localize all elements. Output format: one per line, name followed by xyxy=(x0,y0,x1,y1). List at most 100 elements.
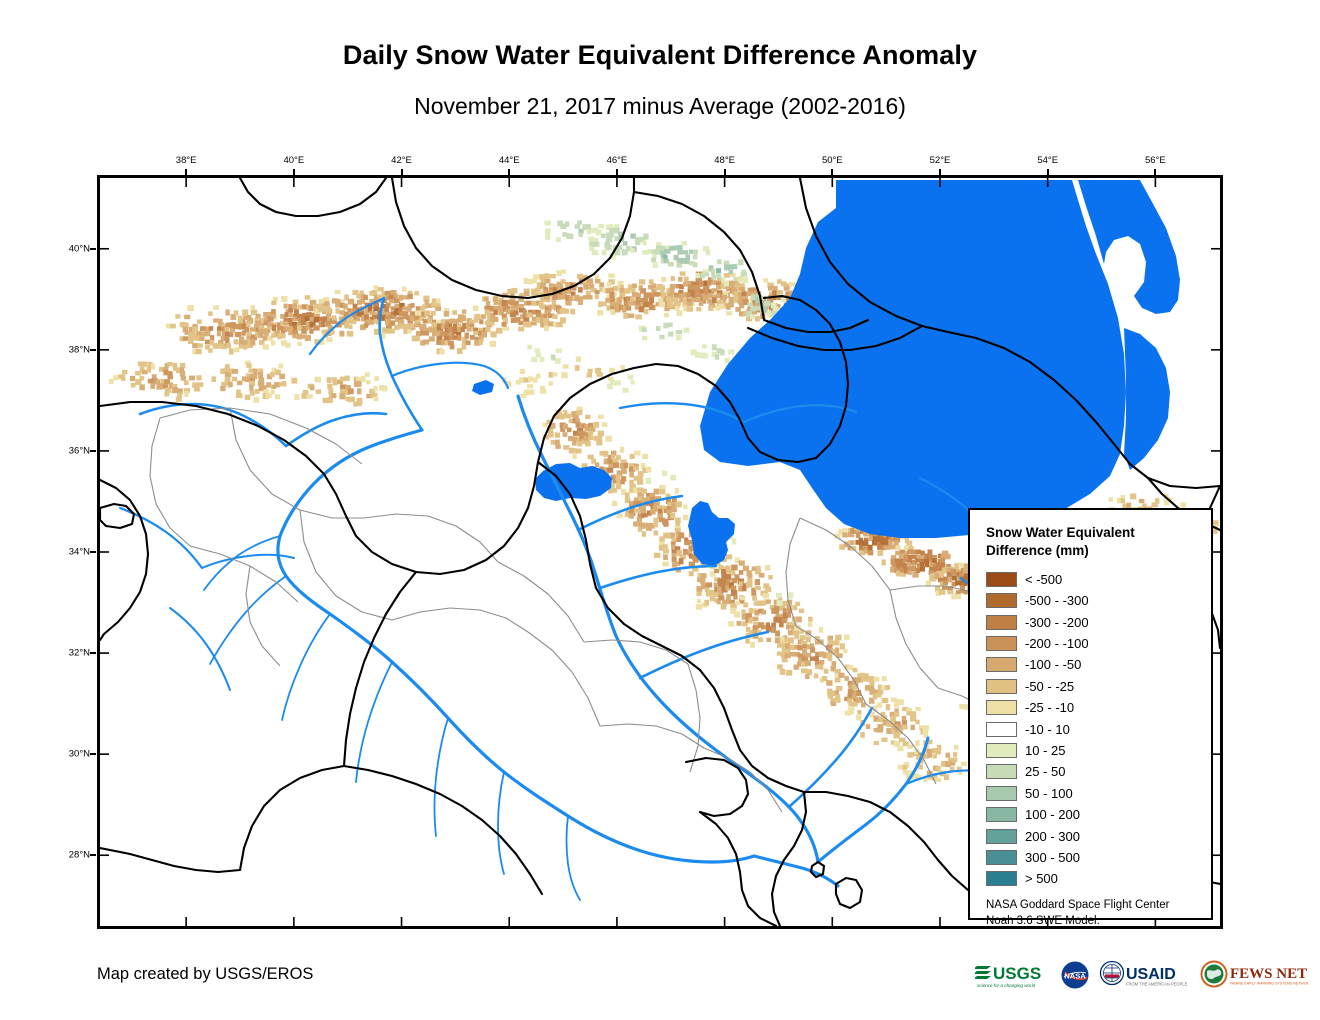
anomaly-cell-negative xyxy=(411,335,417,342)
legend-color-swatch xyxy=(986,849,1017,865)
anomaly-cell-negative xyxy=(571,436,578,442)
anomaly-cell-negative xyxy=(697,577,702,582)
legend-label: 300 - 500 xyxy=(1025,849,1080,865)
anomaly-cell-positive xyxy=(775,592,782,598)
anomaly-cell-negative xyxy=(498,309,504,316)
anomaly-cell-negative xyxy=(925,580,932,586)
anomaly-cell-negative xyxy=(422,318,428,324)
anomaly-cell-negative xyxy=(688,553,694,559)
anomaly-cell-negative xyxy=(902,769,908,775)
anomaly-cell-negative xyxy=(237,317,243,324)
anomaly-cell-negative xyxy=(179,367,185,374)
anomaly-cell-negative xyxy=(519,368,526,374)
anomaly-cell-negative xyxy=(670,275,675,282)
anomaly-cell-negative xyxy=(919,558,924,564)
anomaly-cell-negative xyxy=(443,308,450,314)
anomaly-cell-positive xyxy=(621,249,628,256)
anomaly-cell-negative xyxy=(675,501,682,508)
anomaly-cell-negative xyxy=(277,325,283,331)
anomaly-cell-negative xyxy=(486,314,493,320)
anomaly-cell-negative xyxy=(384,306,389,312)
anomaly-cell-negative xyxy=(844,634,850,640)
anomaly-cell-negative xyxy=(774,637,781,644)
anomaly-cell-negative xyxy=(407,323,414,329)
anomaly-cell-negative xyxy=(213,318,220,323)
anomaly-cell-negative xyxy=(776,643,782,648)
anomaly-cell-negative xyxy=(852,667,858,673)
anomaly-cell-negative xyxy=(344,375,350,381)
anomaly-cell-negative xyxy=(785,643,791,649)
admin-iran-11 xyxy=(865,703,937,785)
anomaly-cell-negative xyxy=(326,312,332,318)
anomaly-cell-negative xyxy=(754,579,760,586)
anomaly-cell-negative xyxy=(397,307,403,313)
anomaly-cell-negative xyxy=(593,421,600,428)
anomaly-cell-negative xyxy=(781,652,787,658)
anomaly-cell-negative xyxy=(873,536,878,543)
anomaly-cell-negative xyxy=(151,374,157,380)
anomaly-cell-negative xyxy=(577,440,582,447)
legend-color-swatch xyxy=(986,700,1017,716)
fewsnet-logo[interactable]: FEWS NET FAMINE EARLY WARNING SYSTEMS NE… xyxy=(1200,960,1308,990)
anomaly-cell-negative xyxy=(660,292,666,298)
anomaly-cell-negative xyxy=(805,674,810,679)
anomaly-cell-positive xyxy=(727,264,733,270)
anomaly-cell-negative xyxy=(208,311,213,316)
anomaly-cell-negative xyxy=(510,309,517,316)
nasa-logo[interactable]: NASA xyxy=(1060,960,1090,990)
anomaly-cell-negative xyxy=(292,329,298,335)
anomaly-cell-negative xyxy=(122,369,128,375)
anomaly-cell-negative xyxy=(915,774,922,780)
anomaly-cell-negative xyxy=(653,501,660,506)
anomaly-cell-negative xyxy=(424,310,431,317)
anomaly-cell-positive xyxy=(677,245,683,251)
anomaly-cell-negative xyxy=(674,561,681,566)
anomaly-cell-negative xyxy=(187,339,194,344)
anomaly-cell-negative xyxy=(708,305,714,311)
anomaly-cell-negative xyxy=(904,550,909,557)
anomaly-cell-negative xyxy=(253,397,260,403)
anomaly-cell-negative xyxy=(225,364,230,370)
anomaly-cell-negative xyxy=(250,305,256,311)
anomaly-cell-negative xyxy=(698,300,704,307)
anomaly-cell-positive xyxy=(681,240,687,246)
anomaly-cell-negative xyxy=(563,410,568,415)
anomaly-cell-negative xyxy=(444,322,450,329)
anomaly-cell-negative xyxy=(742,583,749,588)
anomaly-cell-negative xyxy=(322,306,329,312)
anomaly-cell-negative xyxy=(843,648,848,654)
anomaly-cell-negative xyxy=(936,744,942,750)
anomaly-cell-negative xyxy=(640,522,646,529)
anomaly-cell-negative xyxy=(474,339,481,346)
anomaly-cell-negative xyxy=(581,463,588,469)
anomaly-cell-negative xyxy=(398,319,405,326)
anomaly-cell-negative xyxy=(342,303,348,309)
anomaly-cell-negative xyxy=(249,327,257,332)
anomaly-cell-negative xyxy=(304,334,311,341)
anomaly-cell-negative xyxy=(614,302,622,307)
anomaly-cell-negative xyxy=(326,337,333,343)
caspian-inlet-northeast xyxy=(1078,180,1180,314)
anomaly-cell-negative xyxy=(679,554,686,560)
anomaly-cell-negative xyxy=(561,372,568,379)
anomaly-cell-positive xyxy=(668,331,674,337)
anomaly-cell-negative xyxy=(187,305,194,312)
anomaly-cell-negative xyxy=(719,297,726,303)
anomaly-cell-negative xyxy=(747,287,753,294)
anomaly-cell-negative xyxy=(294,309,300,316)
legend-row: > 500 xyxy=(986,868,1199,889)
anomaly-cell-negative xyxy=(919,566,925,572)
anomaly-cell-negative xyxy=(648,292,655,298)
anomaly-cell-negative xyxy=(406,315,411,321)
usgs-logo[interactable]: USGS science for a changing world xyxy=(975,960,1051,990)
anomaly-cell-negative xyxy=(220,368,226,375)
usaid-logo[interactable]: USAID FROM THE AMERICAN PEOPLE xyxy=(1099,960,1191,990)
anomaly-cell-positive xyxy=(609,253,616,260)
anomaly-cell-negative xyxy=(587,454,594,460)
anomaly-cell-negative xyxy=(915,706,921,712)
anomaly-cell-negative xyxy=(573,430,578,436)
anomaly-cell-negative xyxy=(711,280,718,285)
anomaly-cell-negative xyxy=(548,287,555,293)
anomaly-cell-negative xyxy=(218,318,223,324)
anomaly-cell-negative xyxy=(788,290,794,295)
